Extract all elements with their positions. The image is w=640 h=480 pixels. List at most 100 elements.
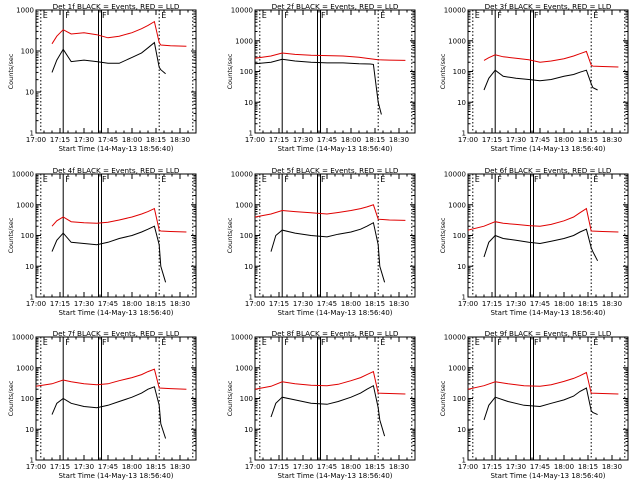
plot-frame	[254, 173, 416, 298]
y-tick-label: 100	[240, 395, 253, 403]
panel-title: Det 2f BLACK = Events, RED = LLD	[272, 2, 399, 11]
x-tick-label: 18:30	[602, 300, 622, 308]
y-tick-label: 1	[30, 457, 34, 465]
x-tick-label: 17:30	[74, 300, 94, 308]
x-tick-label: 18:00	[341, 300, 361, 308]
x-axis-label: Start Time (14-May-13 18:56:40)	[58, 145, 173, 153]
x-tick-label: 17:45	[530, 136, 550, 144]
y-tick-label: 10	[25, 89, 34, 97]
x-tick-label: 17:45	[530, 463, 550, 471]
marker-label: E	[262, 175, 267, 184]
events-series-line	[51, 41, 166, 75]
y-tick-label: 1	[462, 457, 466, 465]
x-tick-label: 18:30	[389, 136, 409, 144]
y-tick-label: 100	[453, 68, 466, 76]
x-tick-label: 18:30	[602, 136, 622, 144]
marker-label: E	[161, 175, 166, 184]
y-tick-label: 10	[457, 426, 466, 434]
panel-det-4: Det 4f BLACK = Events, RED = LLD 1 10 100 10…	[7, 166, 197, 317]
y-axis-label: Counts/sec	[226, 217, 234, 253]
x-tick-label: 18:00	[122, 136, 142, 144]
x-tick-label: 17:00	[245, 300, 265, 308]
y-tick-label: 100	[21, 48, 34, 56]
panel-title: Det 8f BLACK = Events, RED = LLD	[272, 329, 399, 338]
lld-series-line	[51, 20, 187, 47]
x-tick-label: 17:45	[98, 300, 118, 308]
panel-title: Det 6f BLACK = Events, RED = LLD	[485, 166, 612, 175]
x-tick-label: 18:15	[578, 463, 598, 471]
x-tick-label: 17:30	[74, 463, 94, 471]
marker-label: E	[475, 338, 480, 347]
x-tick-label: 17:30	[506, 300, 526, 308]
x-tick-label: 17:45	[317, 463, 337, 471]
marker-label: F	[102, 11, 107, 20]
y-tick-label: 10000	[444, 171, 466, 179]
x-tick-label: 18:15	[146, 300, 166, 308]
y-axis-label: Counts/sec	[439, 380, 447, 416]
lld-series-line	[254, 204, 406, 221]
x-tick-label: 17:30	[293, 136, 313, 144]
y-axis-label: Counts/sec	[7, 380, 15, 416]
marker-label: F	[321, 338, 326, 347]
marker-label: F	[497, 338, 502, 347]
y-axis-label: Counts/sec	[226, 53, 234, 89]
y-tick-label: 1000	[448, 364, 466, 372]
marker-label: F	[534, 11, 539, 20]
events-series-line	[51, 225, 167, 283]
plot-frame	[254, 336, 416, 461]
x-tick-label: 18:00	[554, 136, 574, 144]
y-tick-label: 100	[453, 232, 466, 240]
y-tick-label: 10	[457, 99, 466, 107]
marker-label: E	[43, 11, 48, 20]
panel-det-8: Det 8f BLACK = Events, RED = LLD 1 10 100 10…	[226, 329, 416, 480]
plot-frame	[35, 336, 197, 461]
panel-det-3: Det 3f BLACK = Events, RED = LLD 1 10 100 10…	[439, 2, 629, 153]
x-tick-label: 17:00	[458, 300, 478, 308]
x-tick-label: 18:30	[602, 463, 622, 471]
y-axis-label: Counts/sec	[7, 53, 15, 89]
events-series-line	[483, 387, 598, 421]
panel-title: Det 3f BLACK = Events, RED = LLD	[485, 2, 612, 11]
x-axis-label: Start Time (14-May-13 18:56:40)	[490, 472, 605, 480]
plot-frame	[467, 336, 629, 461]
marker-label: F	[534, 175, 539, 184]
x-tick-label: 17:15	[269, 136, 289, 144]
marker-label: E	[475, 11, 480, 20]
x-tick-label: 17:15	[269, 300, 289, 308]
panel-title: Det 9f BLACK = Events, RED = LLD	[485, 329, 612, 338]
x-tick-label: 18:00	[341, 136, 361, 144]
x-tick-label: 18:30	[170, 136, 190, 144]
x-tick-label: 18:30	[389, 463, 409, 471]
marker-label: E	[262, 338, 267, 347]
x-tick-label: 17:15	[50, 136, 70, 144]
y-tick-label: 10	[244, 263, 253, 271]
marker-label: E	[161, 11, 166, 20]
y-tick-label: 10000	[444, 7, 466, 15]
lld-series-line	[467, 371, 619, 395]
plot-frame	[467, 9, 629, 134]
marker-label: E	[593, 175, 598, 184]
plot-frame	[467, 173, 629, 298]
x-tick-label: 18:00	[341, 463, 361, 471]
events-series-line	[270, 221, 386, 283]
x-tick-label: 18:15	[365, 136, 385, 144]
lld-series-line	[51, 207, 187, 233]
x-tick-label: 18:30	[170, 463, 190, 471]
events-series-line	[483, 228, 599, 262]
x-tick-label: 18:15	[365, 463, 385, 471]
y-tick-label: 1000	[448, 201, 466, 209]
marker-label: E	[475, 175, 480, 184]
y-tick-label: 10000	[231, 7, 253, 15]
panel-det-1: Det 1f BLACK = Events, RED = LLD 1 10 100 10…	[7, 2, 197, 153]
y-tick-label: 1	[249, 457, 253, 465]
x-tick-label: 17:00	[245, 463, 265, 471]
y-axis-label: Counts/sec	[226, 380, 234, 416]
x-axis-label: Start Time (14-May-13 18:56:40)	[490, 309, 605, 317]
marker-label: E	[593, 11, 598, 20]
marker-label: F	[65, 175, 70, 184]
y-tick-label: 1000	[235, 201, 253, 209]
x-tick-label: 17:00	[26, 136, 46, 144]
y-tick-label: 100	[240, 68, 253, 76]
y-tick-label: 10	[244, 99, 253, 107]
y-tick-label: 10000	[12, 171, 34, 179]
